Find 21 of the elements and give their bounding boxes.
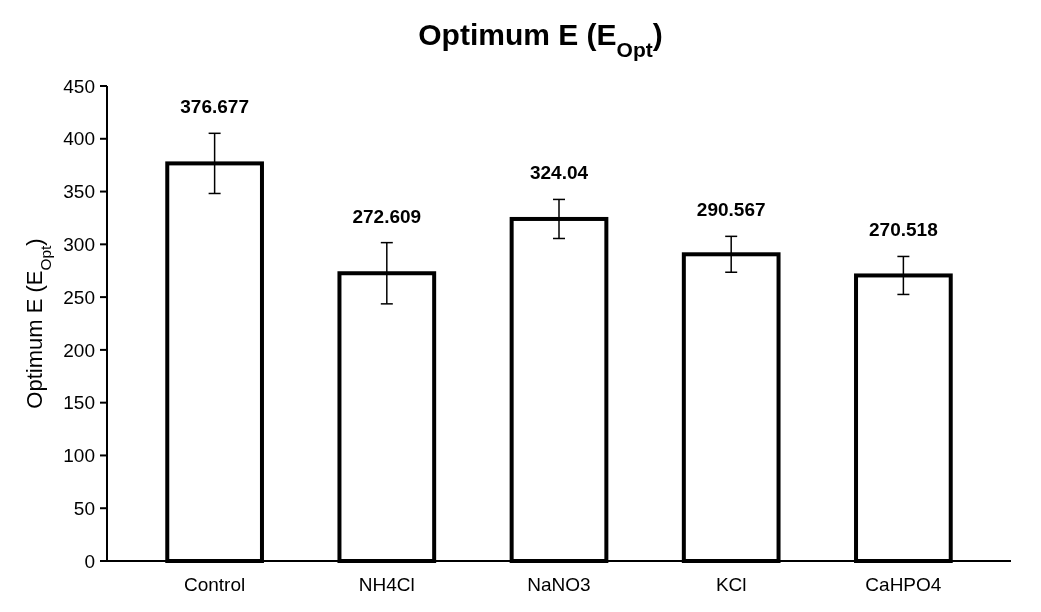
y-tick-label: 100 [63, 445, 95, 467]
data-label: 324.04 [529, 162, 589, 184]
y-tick-label: 200 [63, 339, 95, 361]
x-tick-label: NaNO3 [527, 574, 591, 595]
y-tick-label: 250 [63, 286, 95, 308]
y-tick-label: 400 [63, 128, 95, 150]
data-label: 270.518 [869, 219, 938, 241]
x-tick-label: KCl [715, 574, 747, 595]
x-tick-label: NH4Cl [358, 574, 415, 595]
data-label: 272.609 [352, 205, 422, 227]
y-tick-label: 150 [63, 392, 95, 414]
y-tick-label: 350 [63, 181, 95, 203]
y-tick-label: 300 [63, 233, 95, 255]
y-tick-label: 50 [73, 497, 95, 519]
y-tick-label: 450 [63, 75, 95, 97]
y-tick-label: 0 [84, 550, 95, 572]
x-tick-label: CaHPO4 [865, 574, 942, 595]
data-label: 376.677 [180, 96, 249, 118]
data-label: 290.567 [696, 199, 766, 221]
chart-title: Optimum E (E$_{Opt}$) [418, 18, 663, 61]
x-tick-label: Control [183, 574, 246, 595]
